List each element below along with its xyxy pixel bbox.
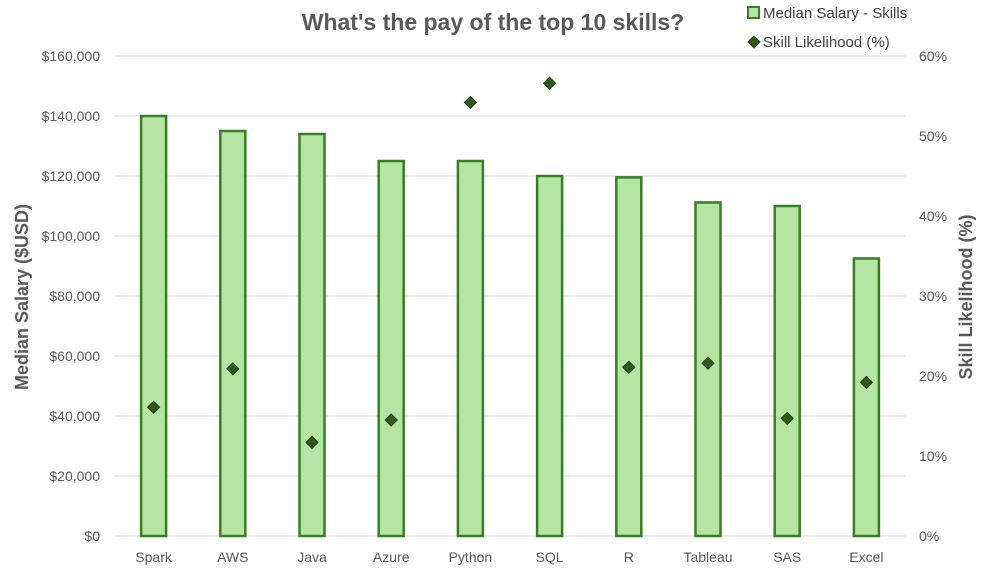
chart-title: What's the pay of the top 10 skills? [302,9,684,35]
bar-aws [219,129,247,538]
x-tick-label: AWS [217,549,248,565]
y-tick-label: $40,000 [49,408,100,424]
y2-tick-label: 10% [919,448,947,464]
x-tick-label: Tableau [683,549,732,565]
x-tick-label: Spark [135,549,173,565]
y-axis-title: Median Salary ($USD) [12,204,32,390]
marker-java [305,435,319,450]
y-tick-label: $100,000 [42,228,101,244]
x-tick-label: Excel [849,549,883,565]
x-tick-label: R [624,549,634,565]
x-tick-label: Azure [373,549,410,565]
legend: Median Salary - Skills Skill Likelihood … [747,5,907,51]
bar-r [615,176,643,538]
x-tick-label: SQL [536,549,564,565]
y-tick-label: $140,000 [42,108,101,124]
marker-sas [780,411,794,426]
marker-excel [859,375,874,390]
legend-label-salary: Median Salary - Skills [763,5,907,22]
y-tick-label: $20,000 [49,468,100,484]
marker-spark [146,400,161,414]
bar-sql [535,174,564,538]
y2-tick-label: 20% [919,368,947,384]
y-tick-label: $120,000 [42,168,101,184]
y2-tick-label: 60% [919,48,947,64]
marker-r [622,360,636,374]
y-tick-label: $160,000 [42,48,101,64]
bar-python [456,159,485,538]
bar-java [298,132,326,538]
y-tick-label: $60,000 [49,348,100,364]
x-tick-label: SAS [773,549,801,565]
marker-python [463,95,478,110]
y-tick-label: $80,000 [49,288,100,304]
x-tick-label: Java [297,549,327,565]
y-tick-label: $0 [84,528,100,544]
y2-tick-label: 50% [919,128,947,144]
legend-swatch-salary [747,6,760,19]
legend-label-likelihood: Skill Likelihood (%) [763,34,890,51]
bar-excel [852,257,881,538]
legend-marker-likelihood [747,35,761,49]
y2-tick-label: 30% [919,288,947,304]
bar-spark [139,114,168,538]
marker-aws [226,362,240,376]
y2-axis-title: Skill Likelihood (%) [956,214,976,379]
bar-tableau [694,201,722,538]
x-tick-label: Python [449,549,493,565]
marker-sql [542,76,557,90]
y2-tick-label: 0% [919,528,939,544]
marker-tableau [701,356,715,370]
bar-sas [773,204,801,538]
marker-azure [384,413,398,427]
bar-azure [377,159,405,538]
y2-tick-label: 40% [919,208,947,224]
